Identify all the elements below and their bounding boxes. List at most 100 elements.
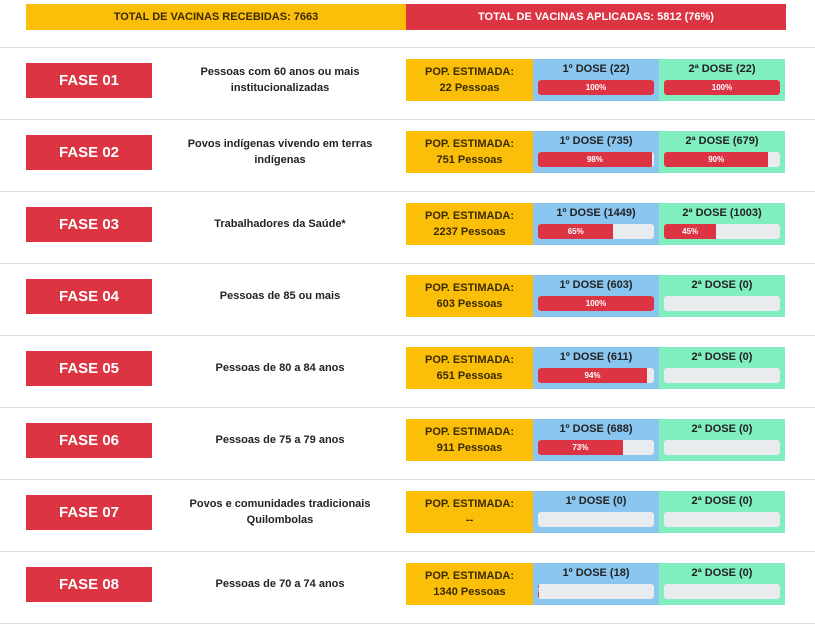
population-label: POP. ESTIMADA: (424, 354, 515, 366)
dose1-label: 1º DOSE (22) (562, 63, 630, 75)
row-divider (0, 623, 815, 624)
dose2-progress-bar: 100% (664, 80, 780, 95)
population-label: POP. ESTIMADA: (424, 282, 515, 294)
row-divider (0, 479, 815, 480)
dose1-progress-fill: 65% (538, 224, 614, 239)
dose2-progress-text: 45% (682, 227, 699, 236)
dose1-progress-fill: 73% (538, 440, 623, 455)
phase-row: FASE 04 Pessoas de 85 ou mais POP. ESTIM… (0, 264, 815, 336)
population-value: 651 Pessoas (436, 370, 503, 382)
phase-row: FASE 03 Trabalhadores da Saúde* POP. EST… (0, 192, 815, 264)
population-panel: POP. ESTIMADA: 751 Pessoas (406, 131, 533, 173)
dose1-progress-fill: 100% (538, 296, 654, 311)
phase-button[interactable]: FASE 02 (26, 135, 152, 170)
phase-description-line2: institucionalizadas (230, 82, 330, 94)
phase-row: FASE 02 Povos indígenas vivendo em terra… (0, 120, 815, 192)
dose2-label: 2ª DOSE (679) (685, 135, 759, 147)
phase-description-line1: Trabalhadores da Saúde* (214, 218, 346, 230)
dose1-panel: 1º DOSE (688) 73% (533, 419, 659, 461)
dose2-label: 2ª DOSE (0) (691, 495, 753, 507)
dose2-panel: 2ª DOSE (1003) 45% (659, 203, 785, 245)
dose2-panel: 2ª DOSE (0) (659, 419, 785, 461)
dose2-panel: 2ª DOSE (0) (659, 563, 785, 605)
phase-button[interactable]: FASE 08 (26, 567, 152, 602)
dose1-progress-text: 1% (538, 587, 539, 596)
row-divider (0, 407, 815, 408)
dose1-progress-bar: 65% (538, 224, 654, 239)
population-value: 603 Pessoas (436, 298, 503, 310)
total-received: TOTAL DE VACINAS RECEBIDAS: 7663 (26, 4, 406, 30)
dose1-panel: 1º DOSE (0) (533, 491, 659, 533)
phase-description: Pessoas de 80 a 84 anos (180, 340, 380, 396)
dose1-panel: 1º DOSE (1449) 65% (533, 203, 659, 245)
dose1-progress-text: 73% (572, 443, 589, 452)
population-label: POP. ESTIMADA: (424, 66, 515, 78)
population-value: 911 Pessoas (436, 442, 503, 454)
dose2-label: 2ª DOSE (0) (691, 423, 753, 435)
dose1-progress-text: 94% (584, 371, 601, 380)
population-label: POP. ESTIMADA: (424, 210, 515, 222)
dose1-label: 1º DOSE (611) (559, 351, 633, 363)
population-value: 1340 Pessoas (433, 586, 506, 598)
dose1-progress-bar: 100% (538, 296, 654, 311)
population-panel: POP. ESTIMADA: 603 Pessoas (406, 275, 533, 317)
dose2-progress-text: 100% (711, 83, 733, 92)
dose2-progress-bar (664, 296, 780, 311)
dose2-progress-bar: 90% (664, 152, 780, 167)
phase-description: Pessoas de 75 a 79 anos (180, 412, 380, 468)
dose1-panel: 1º DOSE (18) 1% (533, 563, 659, 605)
dose1-panel: 1º DOSE (603) 100% (533, 275, 659, 317)
phase-button[interactable]: FASE 01 (26, 63, 152, 98)
dose2-panel: 2ª DOSE (0) (659, 491, 785, 533)
row-divider (0, 191, 815, 192)
phase-button[interactable]: FASE 05 (26, 351, 152, 386)
phase-description: Pessoas de 85 ou mais (180, 268, 380, 324)
population-panel: POP. ESTIMADA: -- (406, 491, 533, 533)
population-label: POP. ESTIMADA: (424, 570, 515, 582)
dose1-label: 1º DOSE (1449) (556, 207, 636, 219)
phase-button[interactable]: FASE 03 (26, 207, 152, 242)
dose1-progress-text: 100% (585, 299, 607, 308)
dose1-label: 1º DOSE (18) (562, 567, 630, 579)
phase-row: FASE 07 Povos e comunidades tradicionais… (0, 480, 815, 552)
dose2-progress-bar (664, 368, 780, 383)
dose1-progress-text: 100% (585, 83, 607, 92)
dose1-label: 1º DOSE (688) (559, 423, 633, 435)
population-panel: POP. ESTIMADA: 1340 Pessoas (406, 563, 533, 605)
phase-button[interactable]: FASE 07 (26, 495, 152, 530)
dose2-label: 2ª DOSE (0) (691, 567, 753, 579)
phase-row: FASE 08 Pessoas de 70 a 74 anos POP. EST… (0, 552, 815, 624)
phase-button[interactable]: FASE 06 (26, 423, 152, 458)
phase-description-line1: Pessoas de 80 a 84 anos (215, 362, 345, 374)
phase-description-line1: Povos e comunidades tradicionais (189, 498, 371, 510)
population-label: POP. ESTIMADA: (424, 426, 515, 438)
dose2-progress-bar (664, 512, 780, 527)
totals-bar: TOTAL DE VACINAS RECEBIDAS: 7663 TOTAL D… (26, 4, 786, 30)
phase-description-line1: Pessoas com 60 anos ou mais (200, 66, 360, 78)
dose1-panel: 1º DOSE (611) 94% (533, 347, 659, 389)
phase-description: Trabalhadores da Saúde* (180, 196, 380, 252)
phase-button[interactable]: FASE 04 (26, 279, 152, 314)
total-applied: TOTAL DE VACINAS APLICADAS: 5812 (76%) (406, 4, 786, 30)
dose1-progress-text: 98% (586, 155, 603, 164)
phase-description: Pessoas com 60 anos ou mais institucional… (180, 52, 380, 108)
dose1-panel: 1º DOSE (22) 100% (533, 59, 659, 101)
dose2-panel: 2ª DOSE (0) (659, 275, 785, 317)
row-divider (0, 119, 815, 120)
dose1-progress-fill: 1% (538, 584, 540, 599)
phase-description-line1: Povos indígenas vivendo em terras (187, 138, 373, 150)
dose2-label: 2ª DOSE (1003) (682, 207, 762, 219)
population-value: 2237 Pessoas (433, 226, 506, 238)
dose1-progress-fill: 100% (538, 80, 654, 95)
dose2-progress-text: 90% (708, 155, 725, 164)
dose2-progress-bar (664, 584, 780, 599)
dose1-progress-fill: 98% (538, 152, 652, 167)
population-value: 751 Pessoas (436, 154, 503, 166)
phase-description-line2: Quilombolas (246, 514, 314, 526)
row-divider (0, 263, 815, 264)
dose2-progress-fill: 100% (664, 80, 780, 95)
phase-description-line2: indígenas (254, 154, 306, 166)
dose2-label: 2ª DOSE (22) (688, 63, 756, 75)
phase-description: Povos e comunidades tradicionais Quilombo… (180, 484, 380, 540)
dose2-progress-fill: 90% (664, 152, 769, 167)
